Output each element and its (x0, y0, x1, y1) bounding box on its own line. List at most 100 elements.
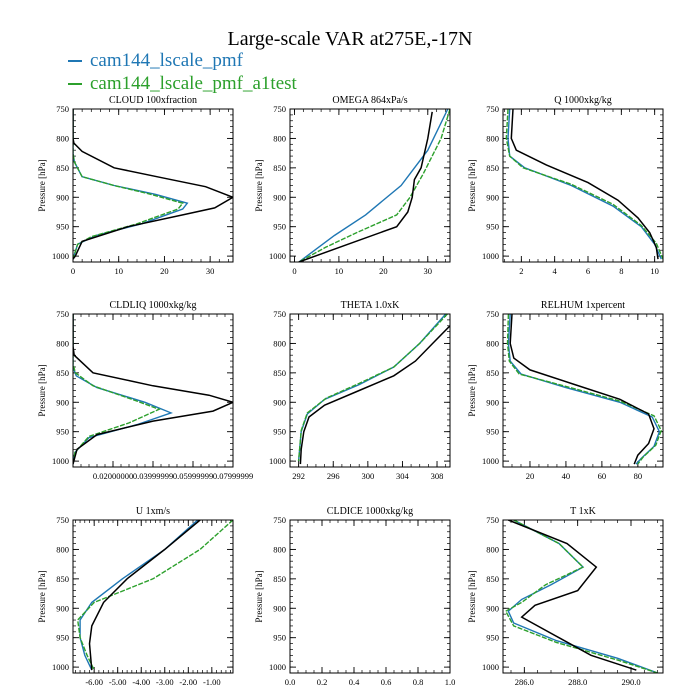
y-tick-label: 1000 (269, 456, 286, 466)
x-tick-label: 10 (650, 266, 659, 276)
x-tick-label: 6 (586, 266, 590, 276)
series-line-series2 (73, 314, 161, 465)
y-tick-label: 750 (486, 515, 499, 525)
series-line-series2 (298, 109, 450, 262)
legend-swatch-series2 (68, 83, 82, 85)
x-tick-label: 0 (71, 266, 75, 276)
y-tick-label: 950 (486, 427, 499, 437)
series-line-series2 (505, 109, 663, 260)
y-axis-label: Pressure [hPa] (467, 364, 477, 416)
y-tick-label: 1000 (482, 456, 499, 466)
series-line-series1 (507, 314, 661, 465)
series-line-obs (508, 520, 637, 671)
y-tick-label: 850 (56, 163, 69, 173)
y-tick-label: 850 (273, 368, 286, 378)
y-tick-label: 900 (486, 397, 499, 407)
x-tick-label: 40 (562, 471, 571, 481)
series-line-obs (73, 314, 233, 465)
panel-frame (502, 108, 664, 263)
series-line-series2 (76, 520, 233, 671)
y-tick-label: 950 (56, 633, 69, 643)
x-tick-label: -4.00 (132, 677, 150, 687)
y-tick-label: 900 (56, 603, 69, 613)
panel-frame (72, 108, 234, 263)
x-tick-label: 0 (292, 266, 296, 276)
series-line-series2 (504, 520, 658, 673)
x-tick-label: -2.00 (179, 677, 197, 687)
y-tick-label: 1000 (52, 456, 69, 466)
panel-title: THETA 1.0xK (341, 300, 400, 311)
panel-frame (289, 519, 451, 674)
y-tick-label: 750 (486, 104, 499, 114)
panel-frame (72, 519, 234, 674)
x-tick-label: 0.07999999 (213, 471, 253, 481)
series-line-series2 (297, 314, 448, 462)
y-tick-label: 850 (486, 163, 499, 173)
y-tick-label: 800 (273, 338, 286, 348)
series-line-obs (298, 111, 433, 262)
y-tick-label: 900 (273, 192, 286, 202)
y-tick-label: 1000 (52, 662, 69, 672)
series-line-series1 (297, 314, 447, 462)
y-tick-label: 850 (486, 574, 499, 584)
y-tick-label: 950 (273, 633, 286, 643)
x-tick-label: 2 (519, 266, 523, 276)
y-axis-label: Pressure [hPa] (467, 570, 477, 622)
y-tick-label: 850 (273, 574, 286, 584)
y-tick-label: 950 (273, 222, 286, 232)
series-line-obs (509, 314, 655, 465)
x-tick-label: 290.0 (621, 677, 640, 687)
series-line-series2 (506, 314, 662, 465)
y-axis-label: Pressure [hPa] (37, 570, 47, 622)
y-tick-label: 800 (273, 133, 286, 143)
y-tick-label: 850 (486, 368, 499, 378)
x-tick-label: 296 (327, 471, 340, 481)
x-tick-label: -3.00 (156, 677, 174, 687)
y-tick-label: 1000 (269, 662, 286, 672)
x-tick-label: 0.0 (285, 677, 296, 687)
series-line-obs (88, 520, 201, 671)
panel-title: CLDICE 1000xkg/kg (327, 506, 413, 517)
series-line-obs (510, 109, 659, 260)
y-tick-label: 950 (273, 427, 286, 437)
x-tick-label: 8 (619, 266, 623, 276)
x-tick-label: 288.0 (568, 677, 587, 687)
panel-frame (289, 108, 451, 263)
y-tick-label: 900 (486, 192, 499, 202)
panel-6: U 1xm/s Pressure [hPa] 750 800 850 900 950 1000… (37, 506, 234, 687)
panel-frame (289, 313, 451, 468)
x-tick-label: 0.8 (413, 677, 424, 687)
y-tick-label: 800 (273, 544, 286, 554)
y-tick-label: 750 (273, 515, 286, 525)
x-tick-label: 0.03999999 (133, 471, 173, 481)
series-line-obs (299, 325, 450, 465)
panel-3: CLDLIQ 1000xkg/kg Pressure [hPa] 750 800 850… (37, 300, 253, 481)
panel-title: RELHUM 1xpercent (541, 300, 625, 311)
panel-1: OMEGA 864xPa/s Pressure [hPa] 750 800 850 900… (254, 95, 451, 276)
y-tick-label: 850 (56, 368, 69, 378)
x-tick-label: 10 (335, 266, 344, 276)
panel-8: T 1xK Pressure [hPa] 750 800 850 900 950 1000 28… (467, 506, 664, 687)
y-axis-label: Pressure [hPa] (37, 364, 47, 416)
x-tick-label: 0.6 (381, 677, 392, 687)
legend-label-series2: cam144_lscale_pmf_a1test (90, 73, 297, 94)
y-tick-label: 950 (56, 427, 69, 437)
y-tick-label: 1000 (482, 251, 499, 261)
x-tick-label: 10 (114, 266, 123, 276)
legend-label-series1: cam144_lscale_pmf (90, 50, 244, 71)
y-tick-label: 850 (273, 163, 286, 173)
y-tick-label: 800 (486, 544, 499, 554)
panel-0: CLOUD 100xfraction Pressure [hPa] 750 800 85… (37, 95, 234, 276)
x-tick-label: 80 (634, 471, 643, 481)
panel-title: CLDLIQ 1000xkg/kg (110, 300, 197, 311)
x-tick-label: -1.00 (203, 677, 221, 687)
y-tick-label: 750 (56, 515, 69, 525)
y-tick-label: 800 (486, 338, 499, 348)
y-tick-label: 900 (273, 603, 286, 613)
y-tick-label: 800 (56, 338, 69, 348)
y-tick-label: 800 (56, 544, 69, 554)
x-tick-label: 4 (553, 266, 558, 276)
x-tick-label: 300 (361, 471, 374, 481)
series-line-series1 (79, 520, 199, 671)
